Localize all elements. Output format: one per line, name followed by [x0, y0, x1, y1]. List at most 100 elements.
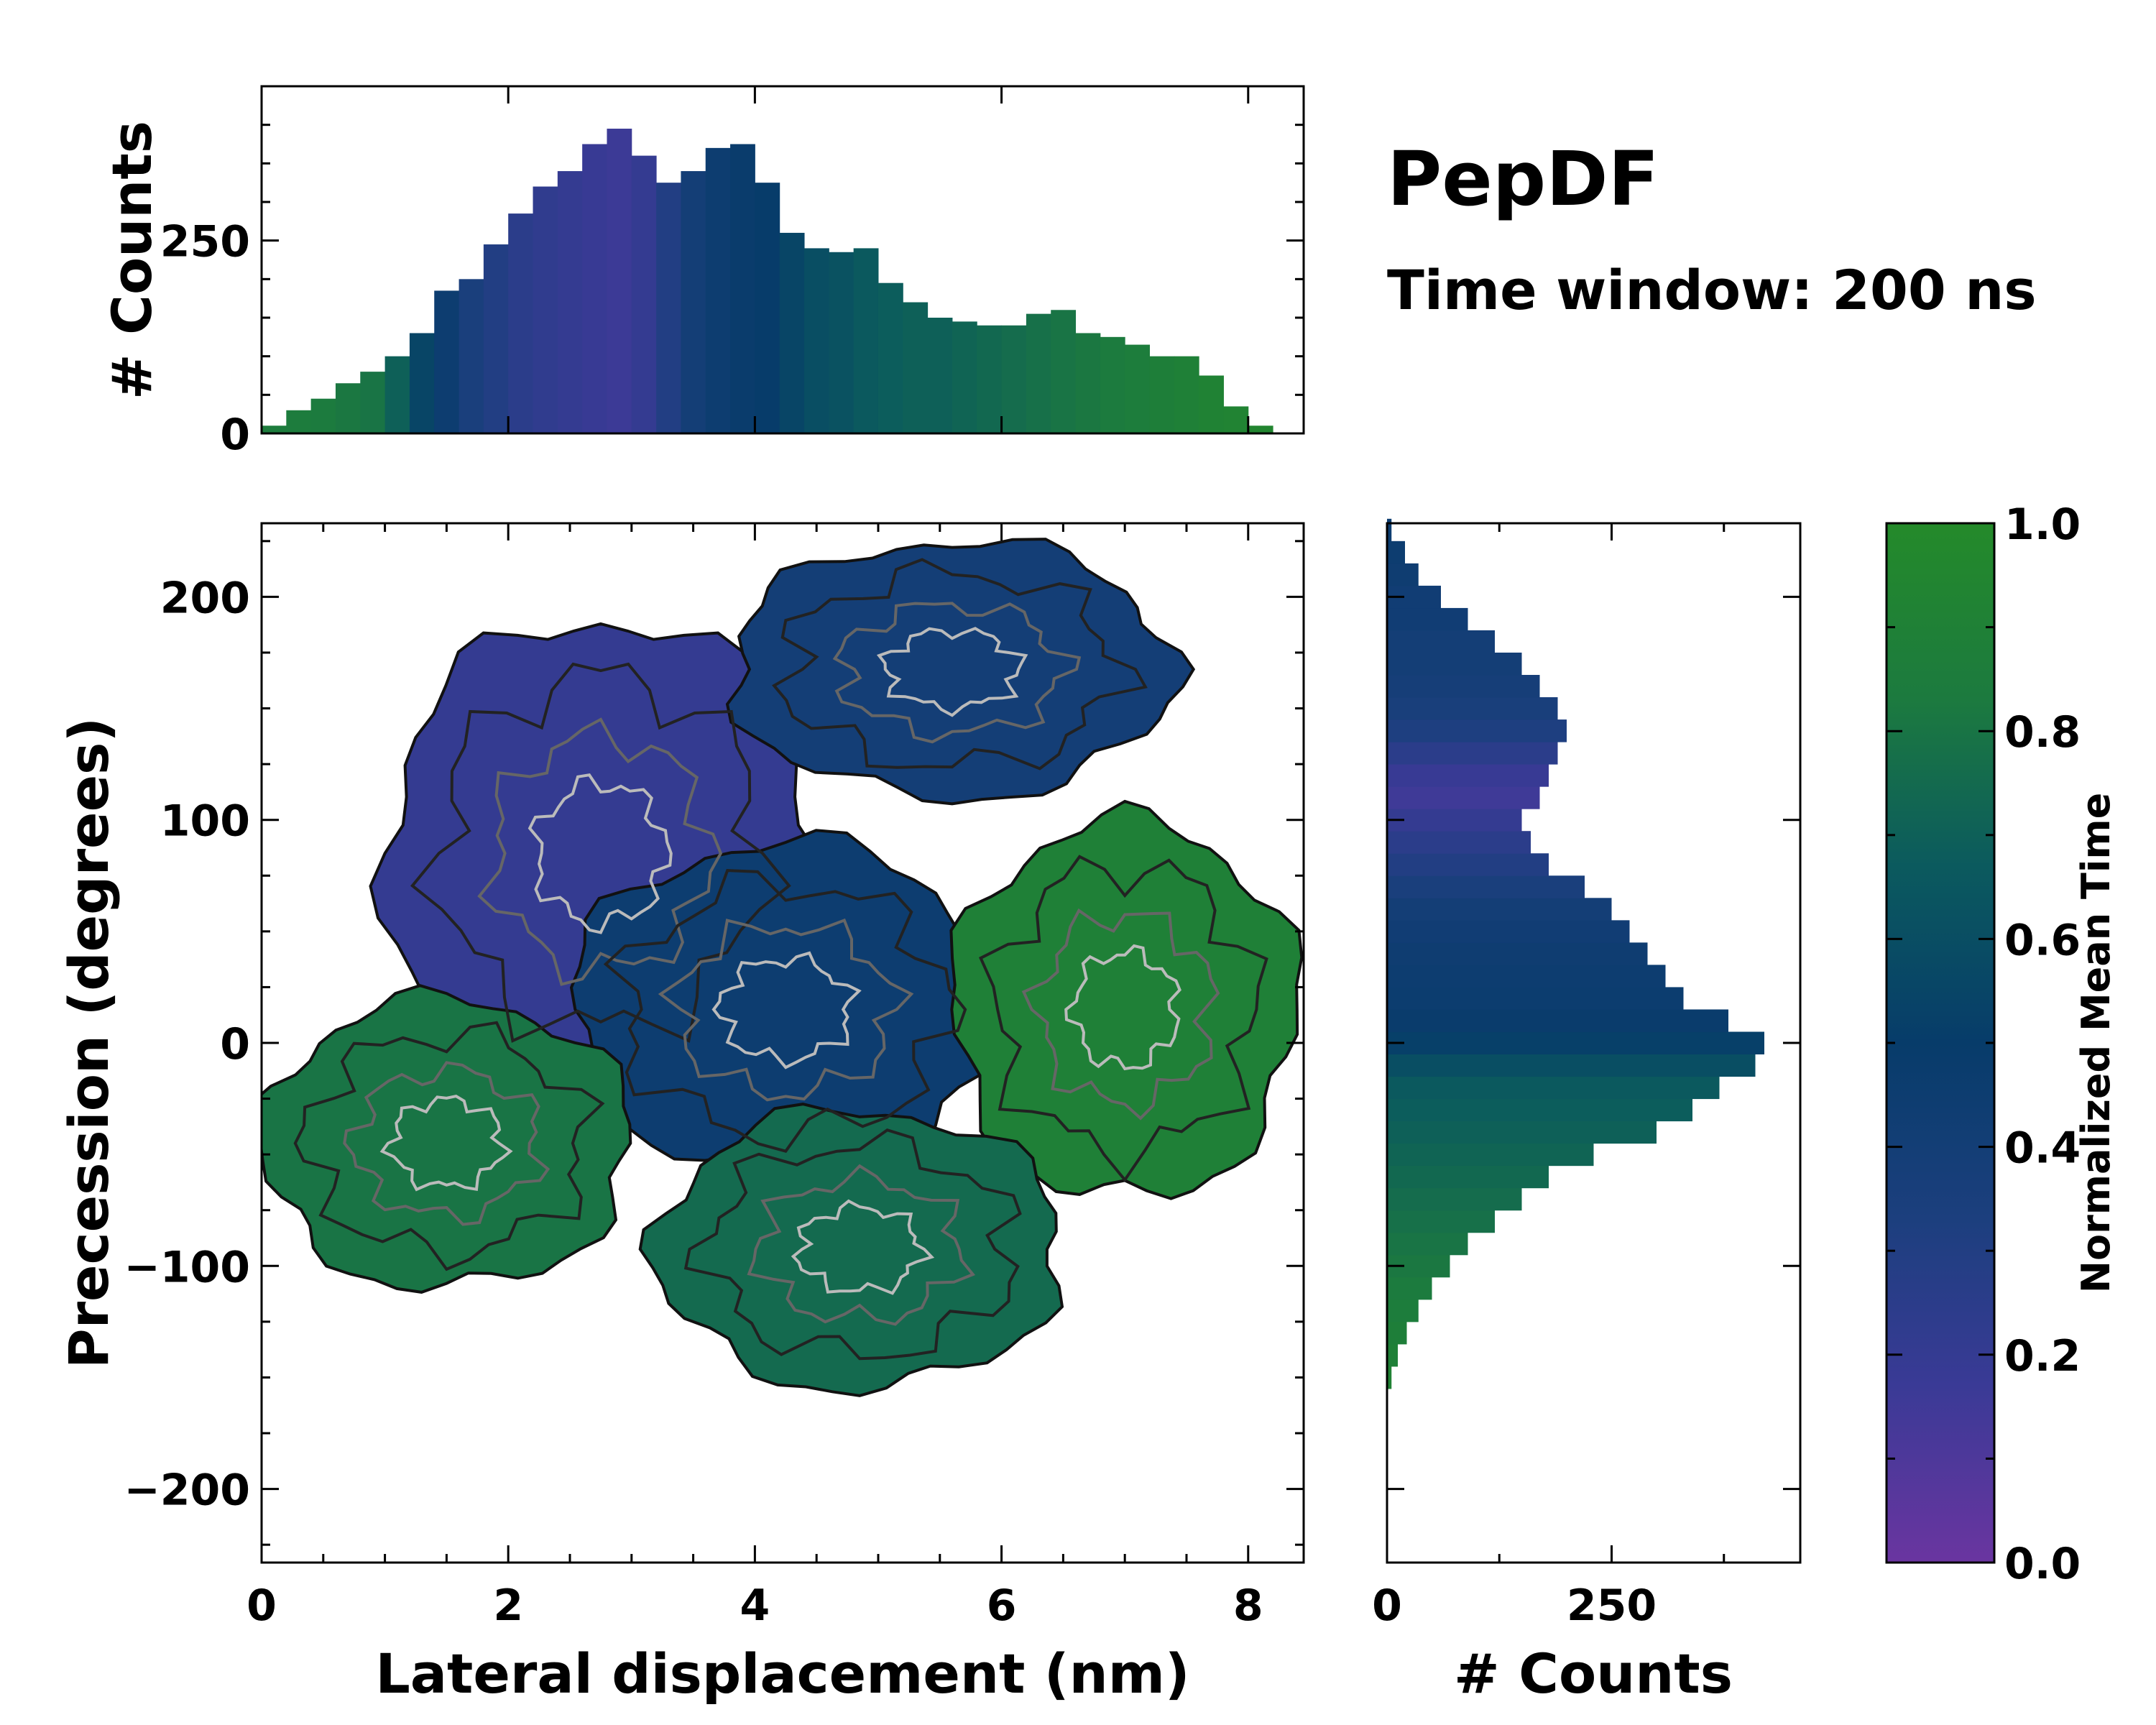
right-histogram-bar — [1387, 540, 1405, 564]
right-histogram-bar — [1387, 1098, 1692, 1122]
main-density-plot: 0 2 4 6 8 −200 −100 0 100 200 Lateral displacemen… — [57, 522, 1305, 1706]
right-histogram-bars — [1387, 518, 1764, 1389]
density-contour — [832, 602, 1082, 744]
right-histogram-bar — [1387, 764, 1549, 787]
top-histogram-bar — [582, 144, 607, 433]
top-histogram-bar — [804, 248, 829, 433]
density-region — [638, 1103, 1064, 1397]
right-histogram-bar — [1387, 1366, 1392, 1389]
right-histogram-bar — [1387, 719, 1567, 742]
chart-title: PepDF — [1387, 135, 1659, 223]
top-histogram: 0 250 # Counts — [100, 85, 1305, 460]
top-histogram-bar — [360, 372, 386, 433]
top-histogram-bar — [286, 410, 312, 433]
colorbar-ticks: 0.0 0.2 0.4 0.6 0.8 1.0 — [1886, 500, 2081, 1589]
right-histogram-bar — [1387, 786, 1540, 809]
top-histogram-bar — [384, 356, 410, 433]
top-histogram-bar — [434, 290, 460, 433]
right-histogram-bar — [1387, 1076, 1720, 1100]
top-histogram-bar — [1125, 344, 1151, 433]
top-histogram-bar — [1075, 333, 1101, 433]
top-histogram-bar — [533, 186, 558, 433]
top-histogram-bar — [681, 171, 706, 434]
chart-subtitle: Time window: 200 ns — [1387, 258, 2037, 322]
density-contour — [379, 1094, 513, 1192]
right-histogram-bar — [1387, 1232, 1468, 1256]
density-contour — [343, 1061, 550, 1226]
density-contour — [747, 1164, 976, 1326]
density-contours — [293, 558, 1268, 1361]
right-histogram-bar — [1387, 1054, 1756, 1077]
top-histogram-bar — [1149, 356, 1175, 433]
top-histogram-bar — [1174, 356, 1199, 433]
density-contour — [603, 869, 967, 1153]
top-histogram-bar — [755, 183, 780, 433]
right-histogram-bar — [1387, 1210, 1495, 1233]
top-histogram-bar — [1001, 325, 1027, 433]
top-histogram-bar — [557, 171, 583, 434]
top-histogram-bar — [1026, 313, 1051, 433]
top-histogram-bar — [607, 129, 632, 434]
right-histogram-bar — [1387, 1276, 1432, 1300]
tick-label: 100 — [160, 796, 250, 847]
top-histogram-bar — [409, 333, 435, 433]
right-histogram: 0 250 # Counts — [1372, 518, 1802, 1706]
colorbar: 0.0 0.2 0.4 0.6 0.8 1.0 Normalized Mean Time — [1885, 500, 2119, 1589]
top-histogram-bar — [262, 426, 287, 433]
density-contour — [978, 855, 1268, 1182]
right-histogram-bar — [1387, 1187, 1522, 1211]
right-histogram-bar — [1387, 898, 1612, 921]
tick-label: 0.4 — [2004, 1123, 2081, 1174]
right-histogram-bar — [1387, 675, 1540, 698]
tick-label: 8 — [1233, 1581, 1263, 1631]
density-contour — [683, 1128, 1022, 1361]
density-contour — [658, 918, 914, 1102]
top-histogram-bar — [335, 383, 361, 433]
right-histogram-bar — [1387, 920, 1630, 943]
density-contour — [791, 1199, 935, 1295]
right-histogram-bar — [1387, 1321, 1407, 1345]
tick-label: 0 — [220, 1019, 250, 1070]
top-histogram-bar — [459, 279, 484, 433]
top-histogram-bar — [705, 147, 731, 433]
tick-label: 0 — [1372, 1581, 1402, 1631]
tick-label: 1.0 — [2004, 500, 2081, 550]
density-contour — [772, 558, 1148, 770]
right-histogram-bar — [1387, 942, 1648, 965]
right-histogram-bar — [1387, 831, 1531, 854]
main-xlabel: Lateral displacement (nm) — [375, 1642, 1189, 1706]
right-histogram-bar — [1387, 697, 1558, 720]
main-ylabel: Precession (degrees) — [57, 717, 121, 1368]
tick-label: −100 — [124, 1242, 250, 1292]
top-histogram-frame — [260, 85, 1305, 435]
tick-label: 2 — [493, 1581, 523, 1631]
top-histogram-ticks: 0 250 — [160, 85, 1304, 460]
top-histogram-bar — [483, 244, 509, 433]
top-histogram-bar — [1051, 310, 1077, 433]
right-histogram-bar — [1387, 853, 1549, 876]
top-histogram-bar — [977, 325, 1003, 433]
right-histogram-bar — [1387, 630, 1495, 653]
density-contour — [528, 773, 673, 934]
right-histogram-bar — [1387, 518, 1392, 542]
density-contour — [711, 951, 862, 1070]
top-histogram-bar — [1199, 375, 1224, 433]
tick-label: 250 — [160, 217, 250, 267]
top-histogram-bar — [952, 321, 977, 433]
right-histogram-bar — [1387, 652, 1522, 676]
tick-label: 6 — [987, 1581, 1017, 1631]
right-histogram-bar — [1387, 1121, 1657, 1144]
main-plot-ticks: 0 2 4 6 8 −200 −100 0 100 200 — [124, 523, 1304, 1631]
top-histogram-bar — [829, 252, 854, 433]
tick-label: 200 — [160, 573, 250, 623]
top-histogram-bar — [903, 302, 929, 433]
tick-label: 0.0 — [2004, 1539, 2081, 1589]
top-histogram-bar — [853, 248, 879, 433]
density-regions — [262, 538, 1304, 1397]
right-histogram-bar — [1387, 742, 1558, 765]
top-histogram-bars — [262, 129, 1273, 434]
density-contour — [477, 717, 723, 986]
tick-label: 0.2 — [2004, 1331, 2081, 1381]
top-histogram-bar — [730, 144, 755, 433]
